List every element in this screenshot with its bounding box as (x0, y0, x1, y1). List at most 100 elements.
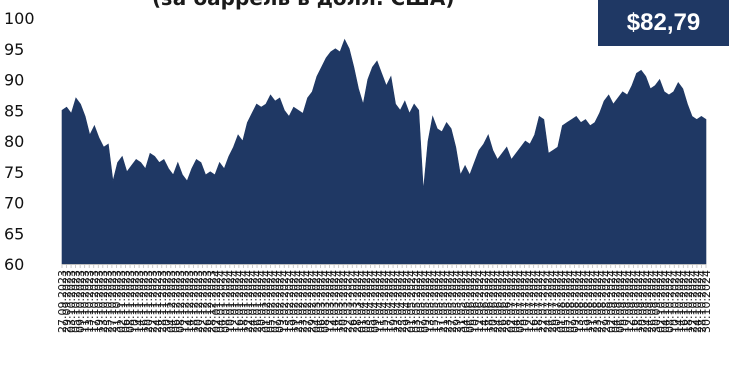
x-tick-label: 18.12.2023 (188, 270, 201, 333)
x-tick-label: 05.04.2024 (364, 270, 377, 333)
x-tick-label: 14.10.2024 (673, 270, 686, 333)
x-tick-label: 12.07.2024 (523, 270, 536, 333)
x-tick-label: 22.03.2024 (342, 270, 355, 333)
x-tick-label: 10.09.2024 (618, 270, 631, 333)
x-tick-label: 18.07.2024 (532, 270, 545, 333)
y-tick-label: 85 (4, 101, 24, 120)
x-tick-label: 17.04.2024 (383, 270, 396, 333)
x-tick-label: 08.07.2024 (514, 270, 527, 333)
x-tick-label: 21.08.2024 (587, 270, 600, 333)
x-tick-label: 12.12.2023 (178, 270, 191, 333)
x-tick-label: 15.02.2024 (283, 270, 296, 333)
x-tick-label: 30.07.2024 (550, 270, 563, 333)
x-tick-label: 06.11.2023 (119, 270, 132, 333)
x-tick-label: 12.09.2024 (623, 270, 636, 333)
x-tick-label: 09.08.2024 (568, 270, 581, 333)
x-tick-label: 02.10.2024 (655, 270, 668, 333)
x-tick-label: 07.05.2024 (414, 270, 427, 333)
x-tick-label: 01.08.2024 (555, 270, 568, 333)
x-tick-label: 27.02.2024 (301, 270, 314, 333)
x-tick-label: 10.07.2024 (519, 270, 532, 333)
x-tick-label: 05.08.2024 (559, 270, 572, 333)
x-tick-label: 23.04.2024 (392, 270, 405, 333)
x-tick-label: 26.03.2024 (346, 270, 359, 333)
x-tick-label: 14.03.2024 (328, 270, 341, 333)
x-tick-label: 09.05.2024 (419, 270, 432, 333)
x-tick-label: 30.10.2024 (700, 270, 713, 333)
x-tick-label: 20.03.2024 (337, 270, 350, 333)
x-tick-label: 26.07.2024 (546, 270, 559, 333)
y-tick-label: 75 (4, 163, 24, 182)
x-tick-label: 08.11.2023 (124, 270, 137, 333)
x-tick-label: 19.10.2023 (92, 270, 105, 333)
x-tick-label: 18.09.2024 (632, 270, 645, 333)
x-tick-label: 13.05.2024 (423, 270, 436, 333)
x-tick-label: 16.11.2023 (138, 270, 151, 333)
x-tick-label: 22.11.2023 (147, 270, 160, 333)
x-tick-label: 02.11.2023 (115, 270, 128, 333)
x-tick-label: 01.04.2024 (355, 270, 368, 333)
x-tick-label: 24.11.2023 (151, 270, 164, 333)
x-tick-label: 23.02.2024 (296, 270, 309, 333)
x-tick-label: 10.10.2024 (668, 270, 681, 333)
x-tick-label: 27.09.2023 (56, 270, 69, 333)
x-tick-label: 19.08.2024 (582, 270, 595, 333)
x-tick-label: 12.06.2024 (473, 270, 486, 333)
x-tick-label: 14.12.2023 (183, 270, 196, 333)
x-tick-label: 02.09.2024 (605, 270, 618, 333)
x-tick-label: 14.06.2024 (478, 270, 491, 333)
x-tick-label: 12.01.2024 (228, 270, 241, 333)
x-tick-label: 30.09.2024 (650, 270, 663, 333)
x-tick-label: 06.12.2023 (169, 270, 182, 333)
x-tick-label: 17.10.2023 (88, 270, 101, 333)
x-tick-label: 10.01.2024 (224, 270, 237, 333)
x-tick-label: 27.08.2024 (596, 270, 609, 333)
x-tick-label: 04.01.2024 (215, 270, 228, 333)
x-tick-label: 20.12.2023 (192, 270, 205, 333)
series-area (61, 38, 707, 265)
x-tick-label: 29.05.2024 (451, 270, 464, 333)
x-tick-label: 03.10.2023 (65, 270, 78, 333)
y-tick-label: 100 (4, 9, 35, 28)
x-tick-label: 24.10.2024 (691, 270, 704, 333)
x-tick-label: 20.06.2024 (487, 270, 500, 333)
x-tick-label: 26.01.2024 (251, 270, 264, 333)
x-tick-label: 01.02.2024 (260, 270, 273, 333)
x-tick-label: 19.04.2024 (387, 270, 400, 333)
x-tick-label: 18.06.2024 (482, 270, 495, 333)
x-tick-label: 05.02.2024 (265, 270, 278, 333)
y-tick-label: 70 (4, 194, 24, 213)
x-tick-label: 07.02.2024 (269, 270, 282, 333)
x-tick-label: 16.07.2024 (528, 270, 541, 333)
x-tick-label: 19.02.2024 (287, 270, 300, 333)
x-tick-label: 20.09.2024 (637, 270, 650, 333)
x-tick-label: 22.10.2024 (686, 270, 699, 333)
x-tick-label: 29.02.2024 (305, 270, 318, 333)
x-tick-label: 24.09.2024 (641, 270, 654, 333)
x-tick-label: 31.05.2024 (455, 270, 468, 333)
x-tick-label: 04.03.2024 (310, 270, 323, 333)
x-tick-label: 13.08.2024 (573, 270, 586, 333)
x-tick-label: 04.09.2024 (609, 270, 622, 333)
x-tick-label: 09.04.2024 (369, 270, 382, 333)
x-tick-label: 13.02.2024 (278, 270, 291, 333)
x-tick-label: 01.05.2024 (405, 270, 418, 333)
x-tick-label: 28.12.2023 (206, 270, 219, 333)
x-tick-label: 11.04.2024 (373, 270, 386, 333)
x-tick-label: 04.07.2024 (510, 270, 523, 333)
x-tick-label: 24.06.2024 (491, 270, 504, 333)
x-tick-label: 10.11.2023 (129, 270, 142, 333)
x-tick-label: 09.10.2023 (74, 270, 87, 333)
y-tick-label: 90 (4, 71, 24, 90)
x-tick-label: 22.07.2024 (537, 270, 550, 333)
x-tick-label: 22.01.2024 (242, 270, 255, 333)
x-tick-label: 26.12.2023 (201, 270, 214, 333)
y-tick-label: 80 (4, 132, 24, 151)
x-tick-label: 23.08.2024 (591, 270, 604, 333)
x-tick-label: 21.02.2024 (292, 270, 305, 333)
x-tick-label: 21.05.2024 (437, 270, 450, 333)
x-tick-label: 29.09.2023 (61, 270, 74, 333)
x-tick-label: 04.10.2024 (659, 270, 672, 333)
x-tick-label: 12.03.2024 (324, 270, 337, 333)
